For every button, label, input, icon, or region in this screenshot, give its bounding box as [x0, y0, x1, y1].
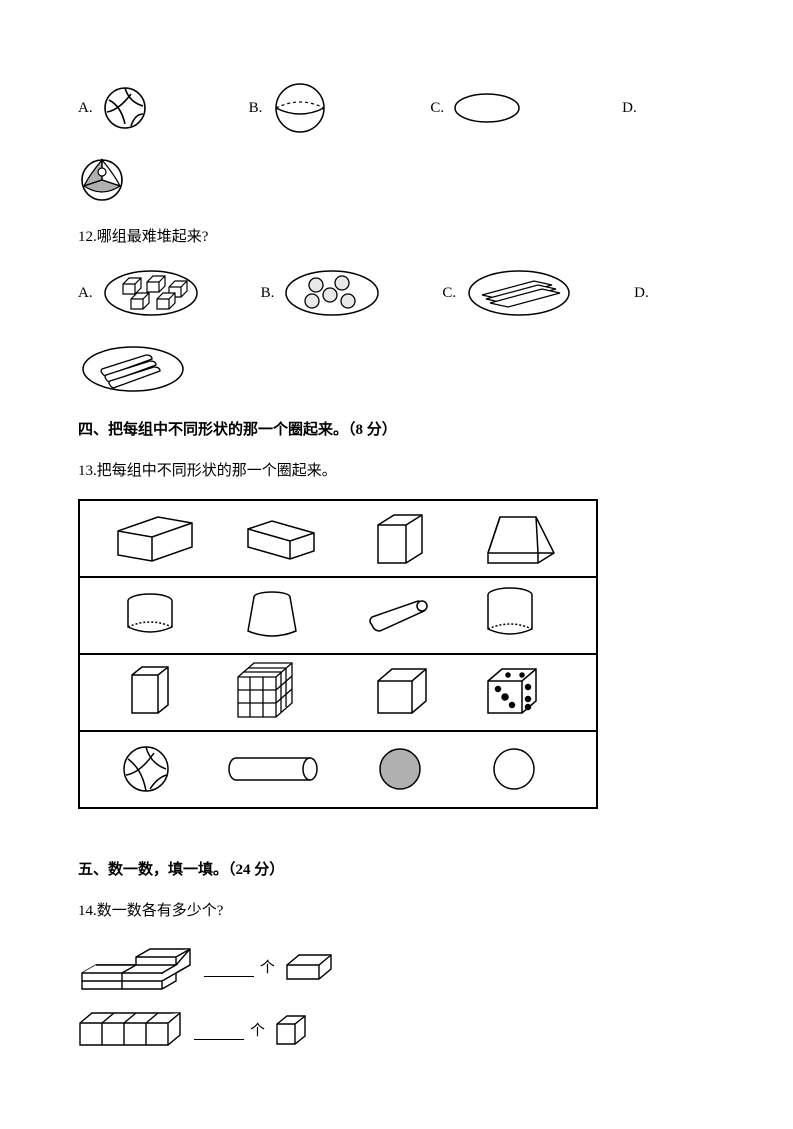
q11-choice-d-shape [78, 156, 715, 204]
blank-input[interactable] [194, 1022, 244, 1040]
q12-choice-d-shape [78, 341, 715, 397]
section4-heading: 四、把每组中不同形状的那一个圈起来。（8 分） [78, 417, 715, 444]
q14-row2: 个 [78, 1011, 715, 1051]
q12-choice-d: D. [634, 280, 657, 307]
q12-choice-c: C. [442, 265, 574, 321]
cube-row-icon [78, 1011, 188, 1051]
choice-label: A. [78, 280, 93, 307]
beachball-icon [78, 156, 126, 204]
q13-grid [78, 499, 598, 809]
single-slab-icon [285, 953, 335, 983]
choice-label: D. [634, 280, 649, 307]
stacked-slabs-icon [78, 943, 198, 993]
q12-choice-b: B. [261, 265, 383, 321]
plate-slabs-icon [464, 265, 574, 321]
q13-text: 13.把每组中不同形状的那一个圈起来。 [78, 458, 715, 485]
q12-choice-a: A. [78, 265, 201, 321]
choice-label: C. [442, 280, 456, 307]
single-cube-icon [275, 1014, 309, 1048]
choice-label: D. [622, 95, 637, 122]
plate-cylinders-icon [78, 341, 188, 397]
section5-heading: 五、数一数，填一填。（24 分） [78, 857, 715, 884]
q11-choice-a: A. [78, 84, 149, 132]
blank-input[interactable] [204, 959, 254, 977]
q14-text: 14.数一数各有多少个? [78, 898, 715, 925]
choice-label: C. [430, 95, 444, 122]
plate-cubes-icon [101, 265, 201, 321]
q11-choices: A. B. C. D. [78, 80, 715, 136]
choice-label: B. [249, 95, 263, 122]
sphere-icon [270, 80, 330, 136]
plate-balls-icon [282, 265, 382, 321]
q11-choice-c: C. [430, 90, 522, 126]
q11-choice-b: B. [249, 80, 331, 136]
unit-label: 个 [250, 1018, 265, 1045]
q14-row1: 个 [78, 943, 715, 993]
unit-label: 个 [260, 955, 275, 982]
q12-text: 12.哪组最难堆起来? [78, 224, 715, 251]
q12-choices: A. B. [78, 265, 715, 321]
volleyball-icon [101, 84, 149, 132]
choice-label: B. [261, 280, 275, 307]
q11-choice-d: D. [622, 95, 645, 122]
choice-label: A. [78, 95, 93, 122]
ellipse-icon [452, 90, 522, 126]
